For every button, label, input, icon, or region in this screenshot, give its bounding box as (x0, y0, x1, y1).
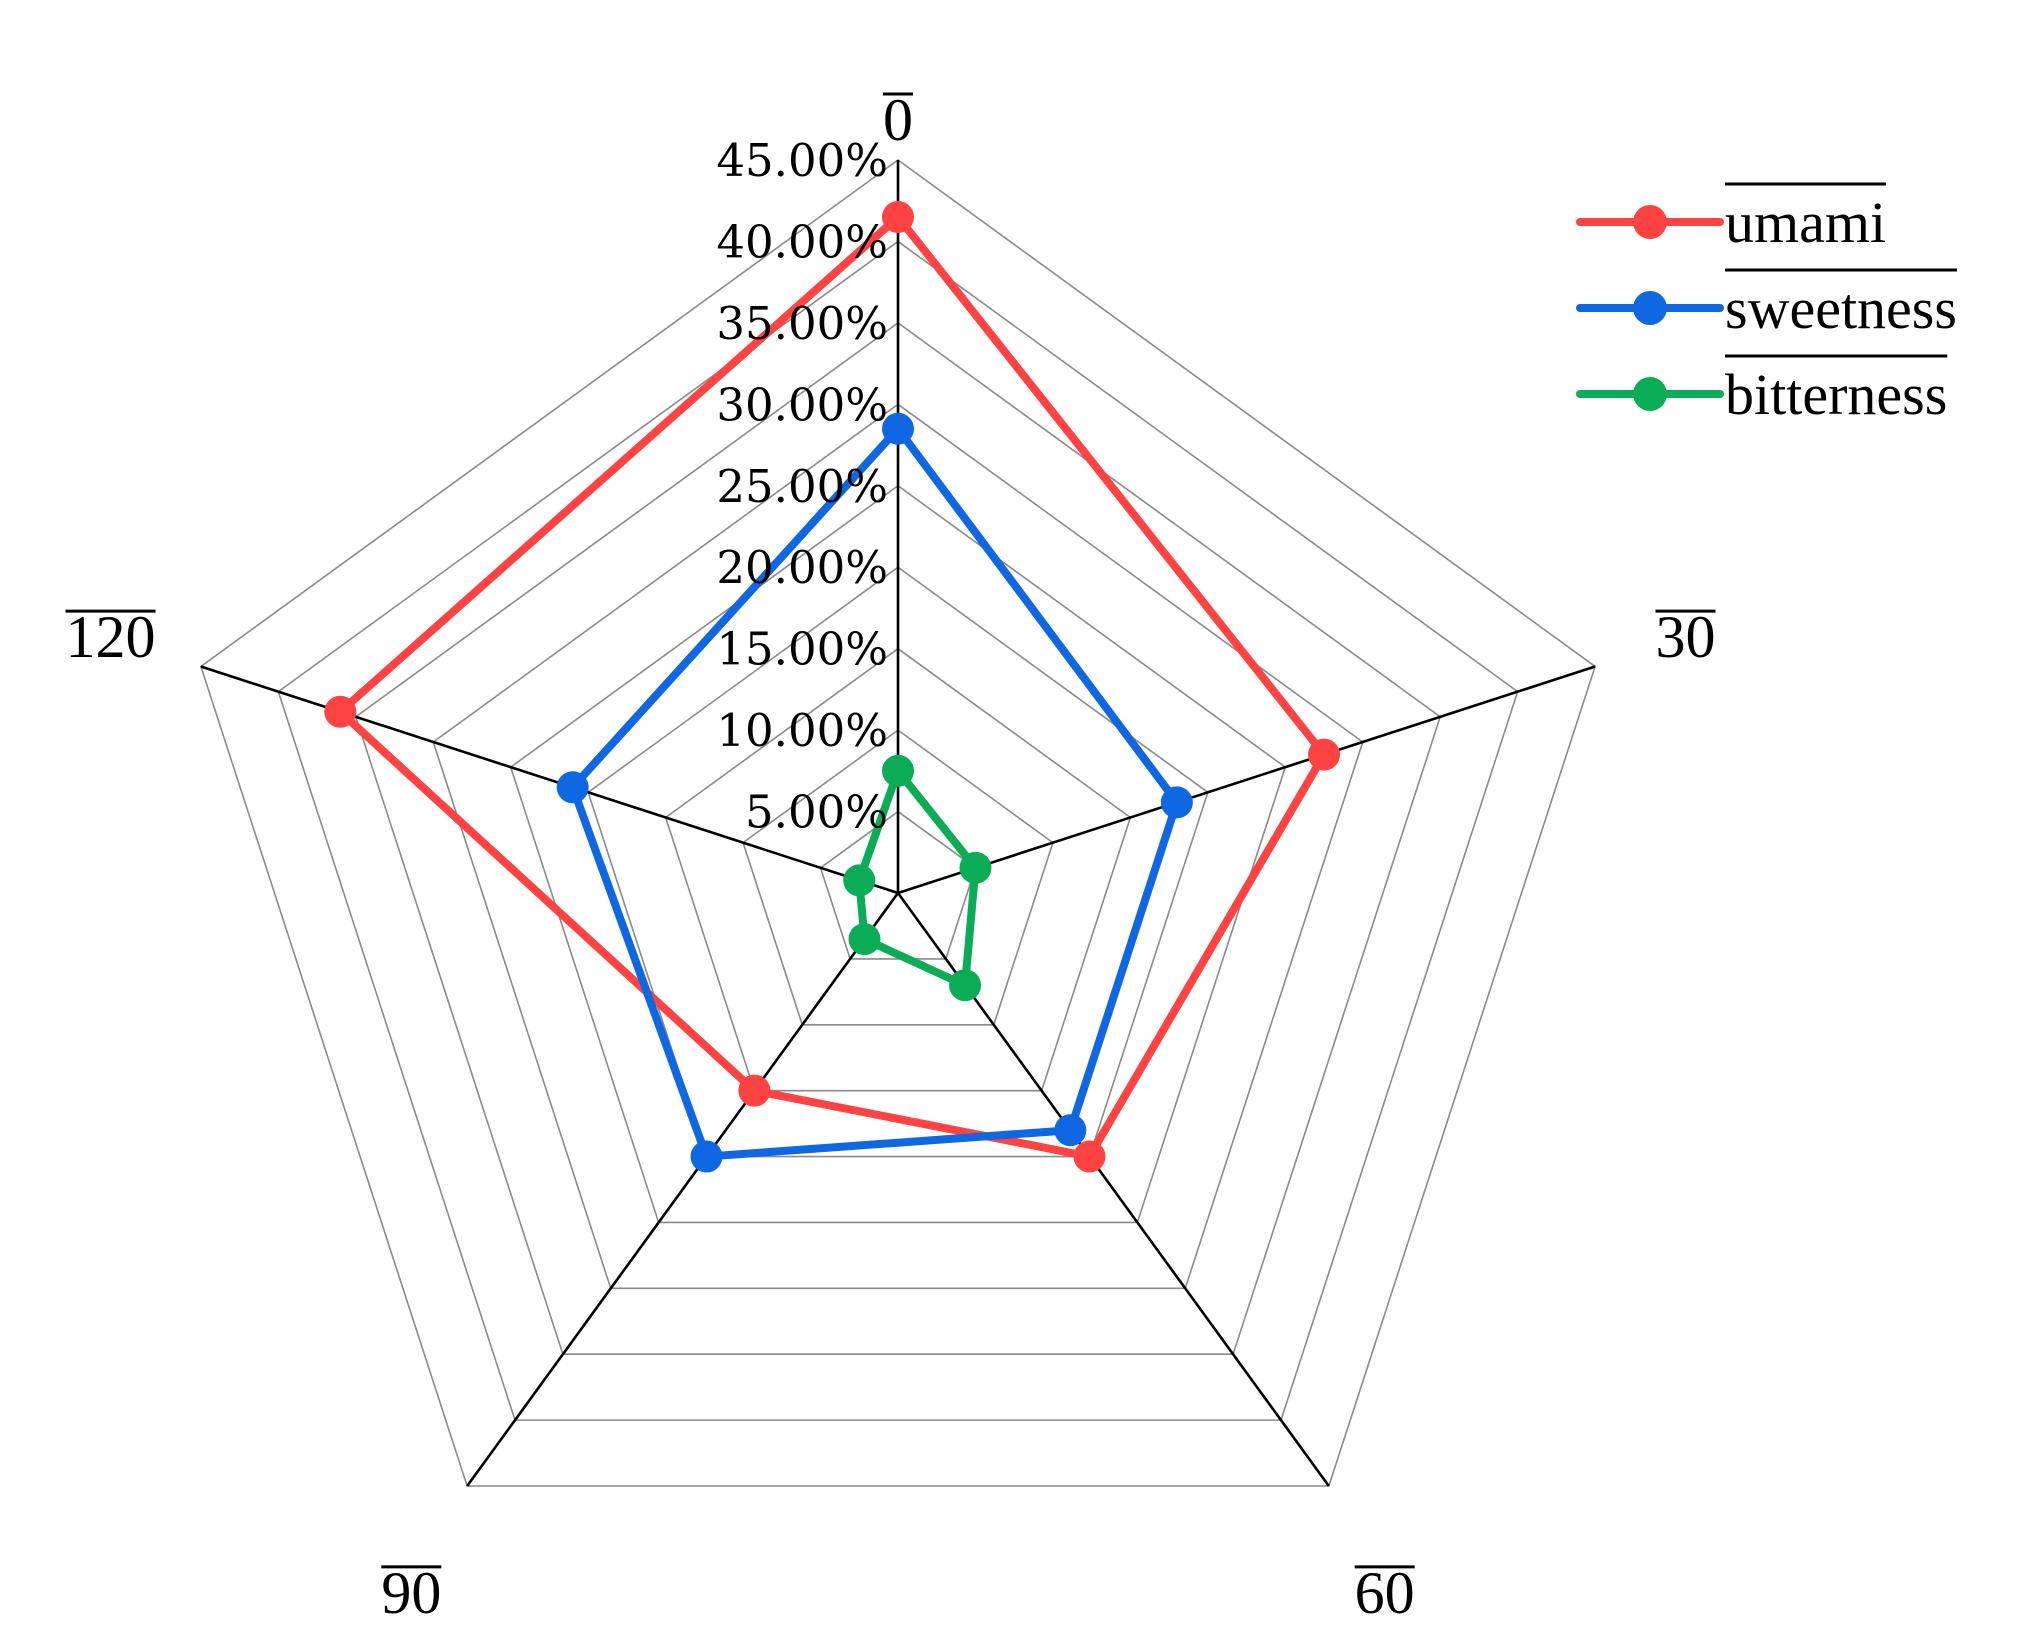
legend-marker-sweetness (1633, 291, 1667, 325)
grid-rings (199, 159, 1597, 1487)
data-point-bitterness-120 (843, 864, 876, 897)
radial-tick-labels: 5.00% 10.00% 15.00% 20.00% 25.00% 30.00% 35.00… (716, 134, 888, 839)
tick-label-9: 45.00% (716, 134, 888, 187)
grid-ring-5 (509, 484, 1287, 1224)
category-text-90: 90 (381, 1560, 441, 1626)
grid-ring-3 (664, 647, 1132, 1092)
data-point-sweetness-90 (690, 1140, 723, 1173)
category-label-30: 30 (1655, 604, 1716, 670)
tick-label-7: 35.00% (716, 297, 888, 350)
data-point-sweetness-0 (882, 412, 914, 445)
tick-label-8: 40.00% (716, 215, 888, 268)
tick-label-5: 25.00% (716, 460, 888, 513)
data-point-umami-30 (1308, 738, 1341, 771)
category-text-0: 0 (883, 87, 913, 153)
legend-item-umami: umami (1576, 182, 1887, 255)
legend-text-sweetness: sweetness (1725, 276, 1957, 341)
data-point-bitterness-0 (882, 754, 914, 787)
tick-label-4: 20.00% (716, 541, 888, 594)
legend-marker-umami (1633, 205, 1667, 239)
series-line-umami (336, 213, 1329, 1161)
axis-spoke-120 (200, 665, 899, 895)
series-sweetness (556, 412, 1193, 1173)
legend-text-umami: umami (1725, 190, 1886, 255)
grid-ring-2 (742, 729, 1054, 1026)
grid-ring-4 (587, 566, 1209, 1158)
data-point-bitterness-90 (848, 923, 881, 956)
category-text-120: 120 (66, 604, 156, 670)
series-umami (324, 201, 1341, 1173)
data-point-sweetness-60 (1054, 1114, 1087, 1147)
legend-item-bitterness: bitterness (1576, 354, 1948, 427)
axis-spoke-30 (897, 665, 1596, 895)
legend-text-bitterness: bitterness (1725, 362, 1947, 427)
grid-ring-7 (354, 321, 1442, 1356)
legend-marker-bitterness (1633, 377, 1667, 411)
axis-spoke-90 (466, 892, 900, 1487)
tick-label-2: 10.00% (716, 704, 888, 757)
data-point-sweetness-30 (1160, 786, 1193, 819)
category-labels: 0 30 60 90 120 (65, 87, 1716, 1626)
legend: umami sweetness bitterness (1576, 182, 1957, 427)
category-label-90: 90 (381, 1560, 442, 1626)
legend-item-sweetness: sweetness (1576, 268, 1957, 341)
data-point-umami-120 (324, 695, 357, 728)
tick-label-1: 5.00% (745, 786, 888, 839)
data-point-bitterness-60 (949, 969, 982, 1002)
series-group (324, 201, 1341, 1173)
grid-ring-9 (199, 159, 1597, 1487)
category-label-60: 60 (1354, 1560, 1415, 1626)
data-point-umami-0 (882, 201, 914, 234)
category-label-0: 0 (883, 87, 913, 153)
grid-ring-8 (277, 240, 1519, 1421)
tick-label-6: 30.00% (716, 378, 888, 431)
category-text-30: 30 (1655, 604, 1715, 670)
series-bitterness (843, 754, 992, 1002)
category-label-120: 120 (65, 604, 156, 670)
series-line-bitterness (855, 766, 980, 990)
data-point-umami-90 (738, 1074, 771, 1107)
data-point-umami-60 (1073, 1140, 1106, 1173)
series-line-sweetness (568, 424, 1181, 1161)
data-point-bitterness-30 (959, 851, 992, 884)
tick-label-3: 15.00% (716, 623, 888, 676)
data-point-sweetness-120 (556, 771, 589, 804)
grid-ring-6 (432, 403, 1364, 1290)
axis-spokes (200, 160, 1596, 1487)
category-text-60: 60 (1355, 1560, 1415, 1626)
